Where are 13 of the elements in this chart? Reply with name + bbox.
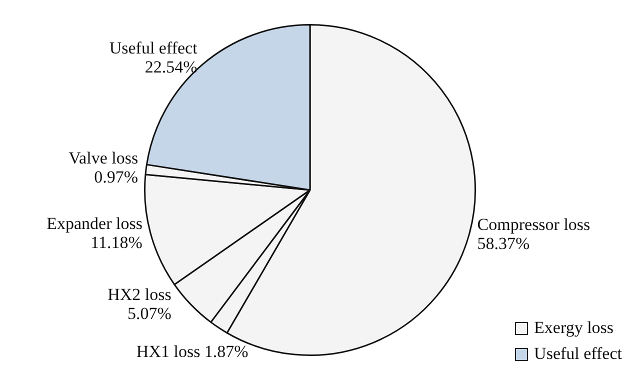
- slice-label: HX2 loss: [108, 284, 172, 304]
- data-label: 11.18%: [90, 233, 142, 252]
- slice-label: HX1 loss 1.87%: [136, 342, 248, 361]
- slice-label: Valve loss: [68, 148, 138, 168]
- slice-label: Compressor loss: [477, 215, 590, 234]
- data-label: 58.37%: [477, 234, 530, 253]
- slice-label: Expander loss: [46, 214, 142, 234]
- data-label: 5.07%: [127, 304, 172, 323]
- data-label: 22.54%: [144, 57, 198, 76]
- text: Exergy loss: [534, 318, 614, 338]
- text: Useful effect: [534, 344, 622, 364]
- slice-label: Useful effect: [109, 38, 198, 58]
- data-label: 0.97%: [94, 168, 138, 187]
